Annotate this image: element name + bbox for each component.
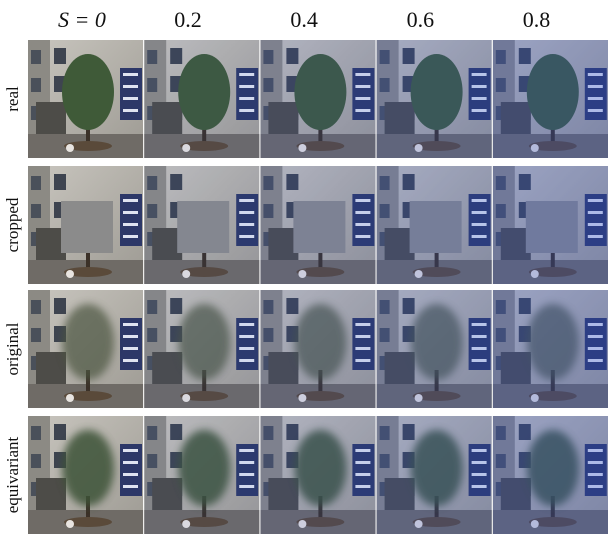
- tint: [493, 166, 608, 284]
- row-label: equivariant: [3, 436, 22, 513]
- image-cell: [144, 40, 259, 158]
- tint: [377, 166, 492, 284]
- tint: [493, 40, 608, 158]
- image-cell: [493, 416, 608, 534]
- tint: [260, 40, 375, 158]
- image-cell: [377, 290, 492, 408]
- image-cell: [260, 290, 375, 408]
- row-label: cropped: [3, 197, 22, 252]
- image-cell: [144, 416, 259, 534]
- row-label: real: [3, 86, 22, 112]
- tint: [377, 416, 492, 534]
- tint: [260, 166, 375, 284]
- tint: [144, 416, 259, 534]
- tint: [144, 40, 259, 158]
- column-header: 0.2: [174, 7, 202, 32]
- image-cell: [260, 416, 375, 534]
- column-header: 0.4: [290, 7, 318, 32]
- tint: [144, 290, 259, 408]
- image-cell: [493, 166, 608, 284]
- image-cell: [144, 290, 259, 408]
- image-cell: [260, 40, 375, 158]
- image-cell: [144, 166, 259, 284]
- image-cell: [493, 40, 608, 158]
- column-header: 0.6: [407, 7, 435, 32]
- image-cell: [28, 416, 143, 534]
- tint: [377, 40, 492, 158]
- tint: [260, 416, 375, 534]
- image-cell: [260, 166, 375, 284]
- figure: S = 0 0.2 0.4 0.6 0.8 real cropped original equi…: [0, 0, 609, 534]
- image-cell: [28, 166, 143, 284]
- tint: [260, 290, 375, 408]
- image-cell: [377, 416, 492, 534]
- image-cell: [28, 40, 143, 158]
- image-cell: [28, 290, 143, 408]
- tint: [493, 290, 608, 408]
- image-cell: [493, 290, 608, 408]
- tint: [493, 416, 608, 534]
- column-header: 0.8: [523, 7, 551, 32]
- tint: [144, 166, 259, 284]
- column-header: S = 0: [58, 7, 106, 32]
- image-cell: [377, 166, 492, 284]
- image-cell: [377, 40, 492, 158]
- tint: [377, 290, 492, 408]
- row-label: original: [3, 322, 22, 375]
